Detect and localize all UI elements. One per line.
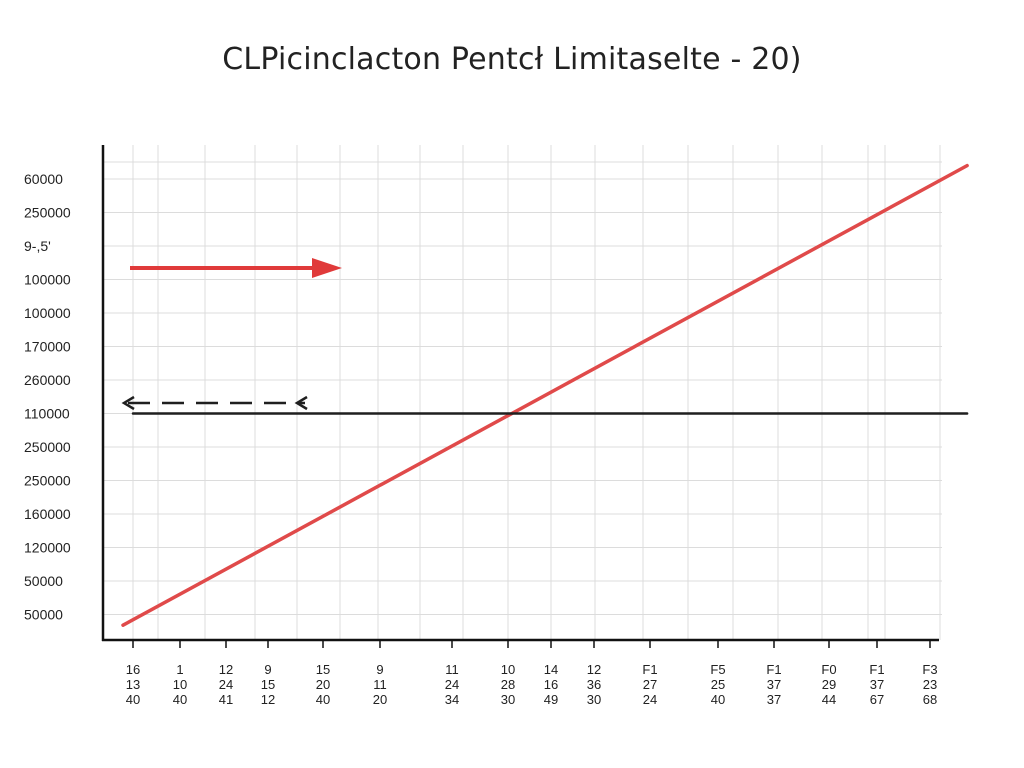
- x-tick-label: 12: [219, 662, 233, 677]
- x-tick-label: 30: [501, 692, 515, 707]
- x-tick-label: 12: [261, 692, 275, 707]
- x-tick-label: 27: [643, 677, 657, 692]
- y-tick-label: 50000: [24, 607, 63, 623]
- x-tick-label: 37: [870, 677, 884, 692]
- chart-title: CLPicinclacton Pentcł Limitaselte - 20): [222, 42, 802, 77]
- x-tick-label: 30: [587, 692, 601, 707]
- y-tick-label: 250000: [24, 439, 71, 455]
- series-line-red: [121, 163, 969, 627]
- x-tick-label: 12: [587, 662, 601, 677]
- x-tick-label: 9: [376, 662, 383, 677]
- x-tick-label: 23: [923, 677, 937, 692]
- x-tick-label: F0: [821, 662, 836, 677]
- x-tick-label: 67: [870, 692, 884, 707]
- x-tick-label: 24: [445, 677, 459, 692]
- x-axis-ticks: [132, 640, 931, 648]
- x-tick-label: 9: [264, 662, 271, 677]
- x-tick-label: 15: [261, 677, 275, 692]
- x-tick-label: F1: [869, 662, 884, 677]
- x-tick-label: 11: [445, 662, 459, 677]
- red-arrow-head: [312, 258, 342, 278]
- x-tick-label: 20: [316, 677, 330, 692]
- y-tick-label: 50000: [24, 573, 63, 589]
- x-tick-label: 37: [767, 677, 781, 692]
- x-tick-label: 36: [587, 677, 601, 692]
- dashed-arrow-head-left: [121, 395, 135, 411]
- x-tick-label: 44: [822, 692, 836, 707]
- x-tick-label: 15: [316, 662, 330, 677]
- y-tick-label: 170000: [24, 339, 71, 355]
- x-tick-label: 16: [126, 662, 140, 677]
- y-tick-label: 250000: [24, 205, 71, 221]
- dashed-arrow-head-mid: [294, 395, 308, 411]
- x-tick-label: 40: [173, 692, 187, 707]
- x-tick-label: F3: [922, 662, 937, 677]
- y-tick-label: 160000: [24, 506, 71, 522]
- x-tick-labels: 1613401104012244191512152040911201124341…: [126, 662, 938, 707]
- y-tick-label: 100000: [24, 305, 71, 321]
- x-tick-label: 29: [822, 677, 836, 692]
- x-tick-label: 11: [373, 677, 387, 692]
- y-tick-label: 120000: [24, 540, 71, 556]
- x-tick-label: F5: [710, 662, 725, 677]
- y-tick-label: 110000: [24, 406, 70, 422]
- y-tick-label: 9-,5': [24, 238, 51, 254]
- x-tick-label: 40: [711, 692, 725, 707]
- y-tick-label: 250000: [24, 473, 71, 489]
- y-tick-labels: 60000 250000 9-,5' 100000 100000 170000 260000…: [24, 171, 71, 623]
- x-tick-label: 20: [373, 692, 387, 707]
- x-tick-label: 14: [544, 662, 558, 677]
- horizontal-gridlines: [103, 161, 942, 615]
- y-tick-label: 260000: [24, 372, 71, 388]
- x-tick-label: 37: [767, 692, 781, 707]
- annotation-layer: [121, 258, 342, 411]
- series-layer: [121, 163, 969, 627]
- y-tick-label: 60000: [24, 171, 63, 187]
- x-tick-label: 24: [219, 677, 233, 692]
- x-tick-label: 10: [501, 662, 515, 677]
- x-tick-label: 34: [445, 692, 459, 707]
- x-tick-label: 16: [544, 677, 558, 692]
- x-tick-label: 49: [544, 692, 558, 707]
- x-tick-label: F1: [766, 662, 781, 677]
- x-tick-label: 40: [126, 692, 140, 707]
- x-tick-label: 13: [126, 677, 140, 692]
- x-tick-label: 1: [176, 662, 183, 677]
- x-tick-label: 25: [711, 677, 725, 692]
- x-tick-label: F1: [642, 662, 657, 677]
- x-tick-label: 41: [219, 692, 233, 707]
- x-tick-label: 24: [643, 692, 657, 707]
- x-tick-label: 28: [501, 677, 515, 692]
- vertical-gridlines: [132, 145, 941, 640]
- x-tick-label: 10: [173, 677, 187, 692]
- x-tick-label: 68: [923, 692, 937, 707]
- x-tick-label: 40: [316, 692, 330, 707]
- y-tick-label: 100000: [24, 272, 71, 288]
